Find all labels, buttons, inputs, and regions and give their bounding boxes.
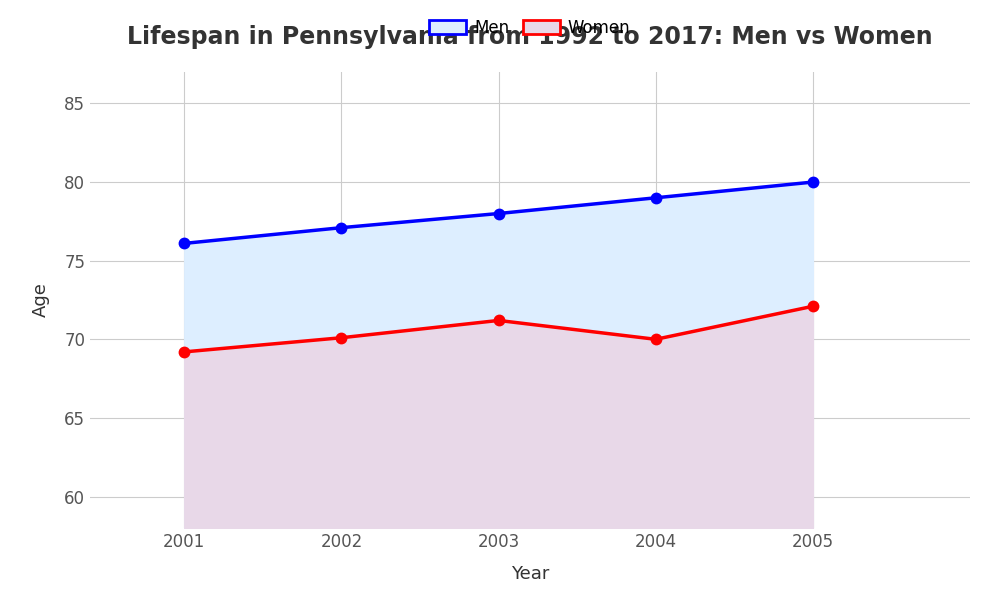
Y-axis label: Age: Age xyxy=(32,283,50,317)
X-axis label: Year: Year xyxy=(511,565,549,583)
Legend: Men, Women: Men, Women xyxy=(423,12,637,43)
Title: Lifespan in Pennsylvania from 1992 to 2017: Men vs Women: Lifespan in Pennsylvania from 1992 to 20… xyxy=(127,25,933,49)
